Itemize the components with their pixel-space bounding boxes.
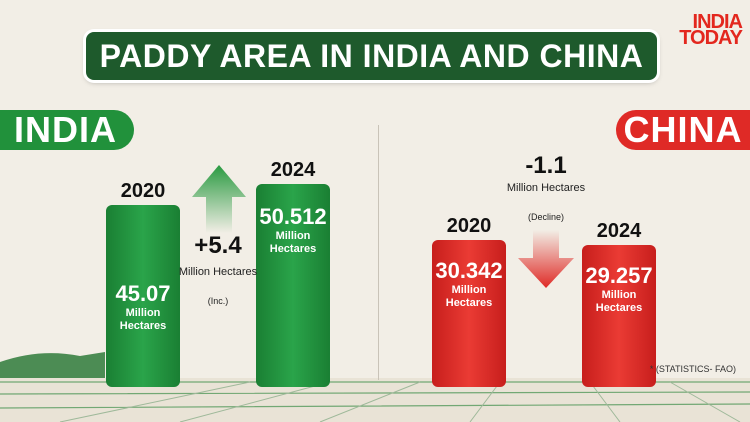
- china-change-value: -1.1: [525, 152, 567, 179]
- china-year-label-2024: 2024: [596, 219, 642, 242]
- india-bar-2024: [256, 184, 330, 387]
- source-note: * (STATISTICS- FAO): [649, 364, 736, 374]
- china-unit-label-2024: Million Hectares: [595, 288, 643, 314]
- china-value-label-2020: 30.342: [435, 258, 503, 283]
- increase-arrow-icon: [192, 165, 246, 233]
- logo-line-2: TODAY: [679, 27, 743, 50]
- india-banner: INDIA: [0, 110, 134, 150]
- logo-line-1: INDIA: [692, 11, 743, 33]
- decrease-arrow-icon: [518, 230, 574, 288]
- india-change-unit: Million Hectares: [178, 266, 258, 278]
- india-unit-label-2020: Million Hectares: [119, 307, 167, 332]
- india-year-label-2024: 2024: [270, 159, 316, 181]
- india-unit-label-2024: Million Hectares: [269, 230, 317, 255]
- india-value-label-2020: 45.07: [115, 281, 171, 306]
- india-bar-2020: [106, 205, 180, 387]
- china-bar-2024: [582, 244, 656, 387]
- china-year-label-2020: 2020: [446, 215, 492, 237]
- china-change-note: (Decline): [527, 212, 564, 222]
- china-unit-label-2020: Million Hectares: [445, 284, 493, 309]
- china-value-label-2024: 29.257: [585, 262, 653, 288]
- china-banner: CHINA: [616, 110, 750, 150]
- india-year-label-2020: 2020: [120, 180, 166, 202]
- india-change-value: +5.4: [194, 232, 242, 259]
- panel-divider: [378, 125, 379, 380]
- india-value-label-2024: 50.512: [259, 204, 327, 229]
- page-title: PADDY AREA IN INDIA AND CHINA: [86, 32, 657, 80]
- india-change-note: (Inc.): [207, 296, 229, 306]
- china-bar-2020: [432, 240, 506, 387]
- brand-logo: INDIA TODAY: [672, 11, 743, 50]
- china-change-unit: Million Hectares: [506, 182, 586, 194]
